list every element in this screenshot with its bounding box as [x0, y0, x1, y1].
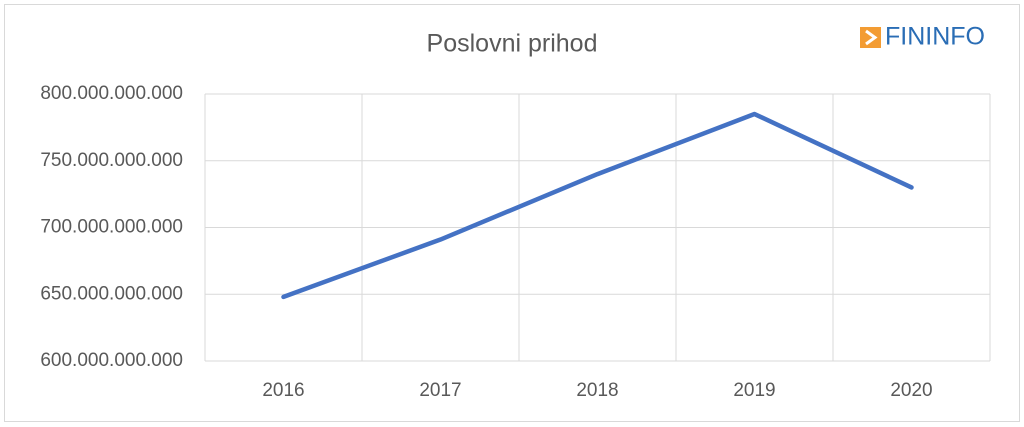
y-tick-label: 700.000.000.000 [40, 217, 183, 238]
logo-icon [860, 27, 881, 48]
logo: FININFO [860, 23, 985, 51]
y-tick-label: 600.000.000.000 [40, 350, 183, 371]
line-series [281, 111, 914, 300]
x-tick-label: 2017 [419, 380, 461, 401]
chart-title: Poslovni prihod [427, 30, 598, 58]
logo-text: FININFO [885, 23, 985, 51]
chart-border [4, 4, 1020, 422]
x-tick-label: 2020 [890, 380, 932, 401]
y-tick-label: 750.000.000.000 [40, 150, 183, 171]
x-tick-label: 2016 [262, 380, 304, 401]
logo-arrow [865, 29, 878, 46]
y-tick-label: 800.000.000.000 [40, 83, 183, 104]
y-tick-label: 650.000.000.000 [40, 283, 183, 304]
x-tick-label: 2018 [576, 380, 618, 401]
x-tick-label: 2019 [733, 380, 775, 401]
